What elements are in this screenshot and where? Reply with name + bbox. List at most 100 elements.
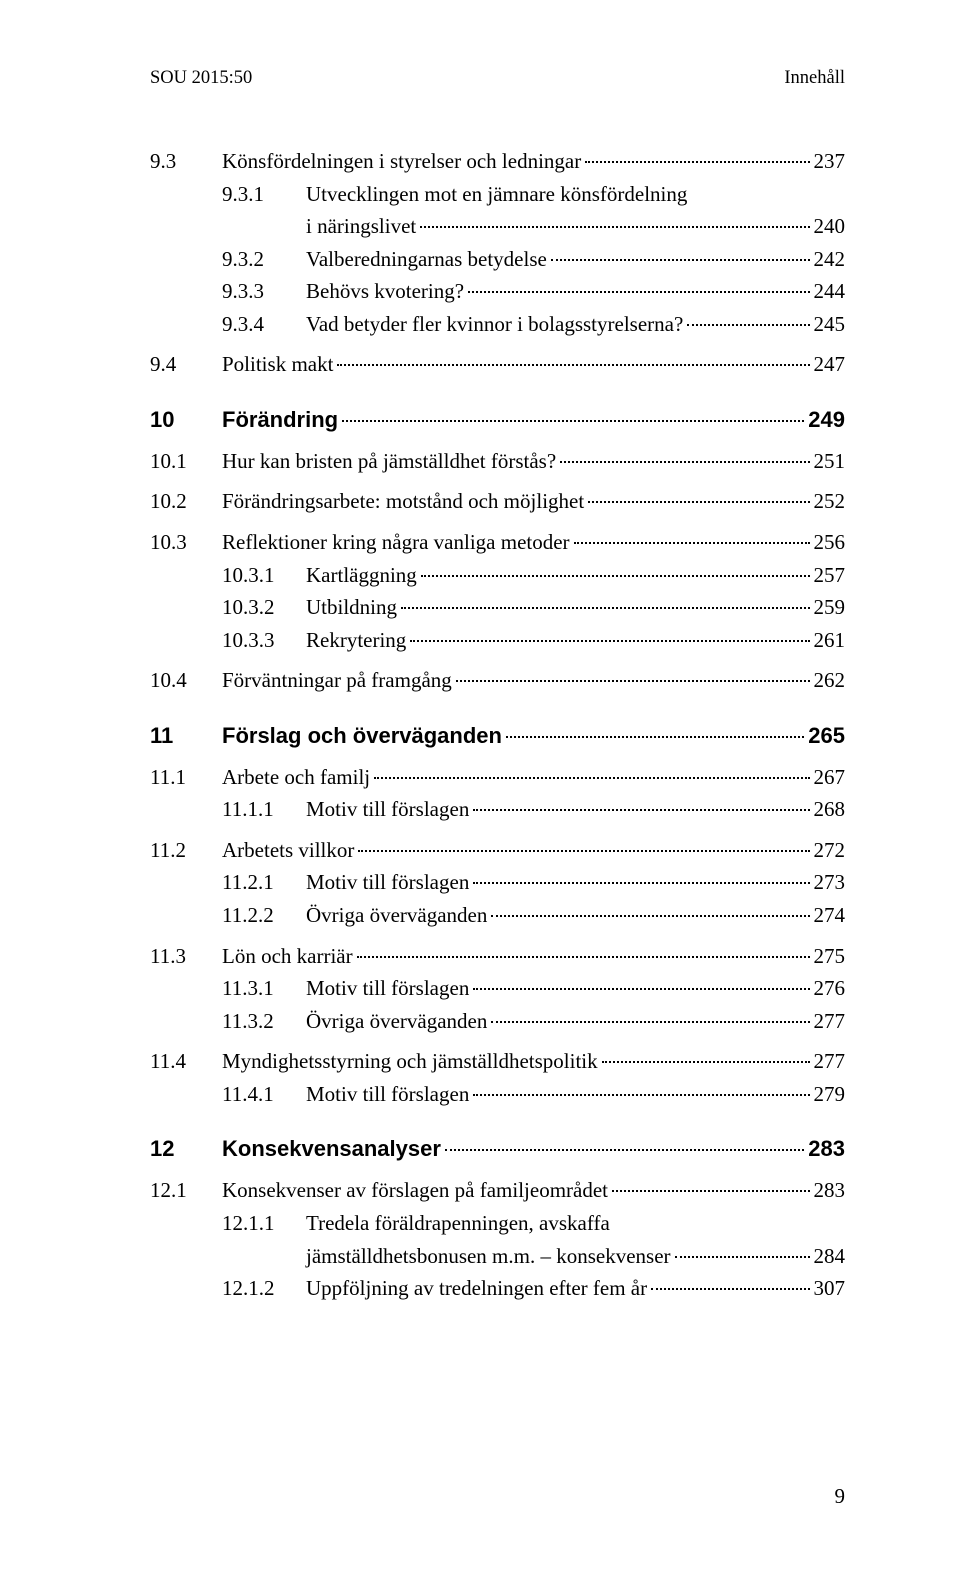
toc-num: 9.4 [150, 348, 222, 381]
toc-text: Politisk makt [222, 348, 333, 381]
toc-text: Könsfördelningen i styrelser och ledning… [222, 145, 581, 178]
toc-entry: 10.3.3Rekrytering 261 [150, 624, 845, 657]
toc-num: 11.3 [150, 940, 222, 973]
toc-entry: 11.3Lön och karriär 275 [150, 940, 845, 973]
toc-dots [357, 956, 810, 958]
toc-num: 9.3.2 [222, 243, 306, 276]
toc-num: 10.3.2 [222, 591, 306, 624]
toc-dots [491, 1021, 809, 1023]
header-left: SOU 2015:50 [150, 68, 252, 89]
toc-entry: 12.1Konsekvenser av förslagen på familje… [150, 1174, 845, 1207]
page-number: 9 [835, 1484, 846, 1509]
toc-dots [445, 1149, 804, 1151]
toc-num: 11.1 [150, 761, 222, 794]
toc-text: Övriga överväganden [306, 1005, 487, 1038]
toc-entry: 9.3Könsfördelningen i styrelser och ledn… [150, 145, 845, 178]
toc-page: 237 [814, 145, 846, 178]
toc-text: Förväntningar på framgång [222, 664, 452, 697]
toc-page: 244 [814, 275, 846, 308]
toc-page: 240 [814, 210, 846, 243]
toc-page: 245 [814, 308, 846, 341]
toc-page: 251 [814, 445, 846, 478]
toc-page: 275 [814, 940, 846, 973]
toc-num: 9.3.4 [222, 308, 306, 341]
toc-entry: 11.3.2Övriga överväganden 277 [150, 1005, 845, 1038]
toc-text: Motiv till förslagen [306, 1078, 469, 1111]
toc-text: Vad betyder fler kvinnor i bolagsstyrels… [306, 308, 683, 341]
toc-entry: 10.1Hur kan bristen på jämställdhet förs… [150, 445, 845, 478]
toc-num: 11.2.1 [222, 866, 306, 899]
toc-dots [410, 640, 809, 642]
toc-entry: 9.4Politisk makt 247 [150, 348, 845, 381]
toc-num: 10.2 [150, 485, 222, 518]
toc-text: Uppföljning av tredelningen efter fem år [306, 1272, 647, 1305]
toc-text: Utvecklingen mot en jämnare könsfördelni… [306, 178, 687, 211]
toc-page: 283 [814, 1174, 846, 1207]
toc-text: jämställdhetsbonusen m.m. – konsekvenser [306, 1240, 671, 1273]
toc-num: 9.3 [150, 145, 222, 178]
toc-text: i näringslivet [306, 210, 416, 243]
toc-text: Rekrytering [306, 624, 406, 657]
toc-text: Motiv till förslagen [306, 866, 469, 899]
toc-text: Konsekvenser av förslagen på familjeområ… [222, 1174, 608, 1207]
toc-entry: 10.3.1Kartläggning 257 [150, 559, 845, 592]
toc-dots [420, 226, 809, 228]
toc-dots [473, 882, 809, 884]
toc-entry: 10.2Förändringsarbete: motstånd och möjl… [150, 485, 845, 518]
toc-text: Utbildning [306, 591, 397, 624]
toc-page: 242 [814, 243, 846, 276]
toc-dots [560, 461, 809, 463]
toc-entry: 12.1.2Uppföljning av tredelningen efter … [150, 1272, 845, 1305]
toc-page: 265 [808, 719, 845, 753]
toc-page: 272 [814, 834, 846, 867]
toc-num: 9.3.3 [222, 275, 306, 308]
toc-entry: 11.4Myndighetsstyrning och jämställdhets… [150, 1045, 845, 1078]
toc-page: 247 [814, 348, 846, 381]
toc-dots [675, 1256, 810, 1258]
toc-text: Hur kan bristen på jämställdhet förstås? [222, 445, 556, 478]
toc-num: 11.3.1 [222, 972, 306, 1005]
toc-entry-cont: jämställdhetsbonusen m.m. – konsekvenser… [150, 1240, 845, 1273]
toc-num: 12.1 [150, 1174, 222, 1207]
toc-num: 10.3.3 [222, 624, 306, 657]
toc-num: 10.1 [150, 445, 222, 478]
toc-page: 307 [814, 1272, 846, 1305]
toc-chapter: 12Konsekvensanalyser 283 [150, 1132, 845, 1166]
toc-entry: 9.3.4Vad betyder fler kvinnor i bolagsst… [150, 308, 845, 341]
toc-entry: 10.3.2Utbildning 259 [150, 591, 845, 624]
toc-entry: 11.1Arbete och familj 267 [150, 761, 845, 794]
toc-text: Myndighetsstyrning och jämställdhetspoli… [222, 1045, 598, 1078]
toc-page: 273 [814, 866, 846, 899]
toc-page: 257 [814, 559, 846, 592]
toc-text: Kartläggning [306, 559, 417, 592]
toc-entry: 11.4.1Motiv till förslagen 279 [150, 1078, 845, 1111]
toc-text: Förslag och överväganden [222, 719, 502, 753]
toc-page: 262 [814, 664, 846, 697]
toc-num: 11 [150, 719, 222, 753]
toc-num: 11.1.1 [222, 793, 306, 826]
toc-text: Reflektioner kring några vanliga metoder [222, 526, 570, 559]
toc-num: 10.3.1 [222, 559, 306, 592]
toc-entry: 11.2Arbetets villkor 272 [150, 834, 845, 867]
toc-entry: 11.2.1Motiv till förslagen 273 [150, 866, 845, 899]
toc-page: 252 [814, 485, 846, 518]
toc-entry: 10.4Förväntningar på framgång 262 [150, 664, 845, 697]
toc-dots [473, 1094, 809, 1096]
toc-num: 12 [150, 1132, 222, 1166]
toc-entry: 11.2.2Övriga överväganden 274 [150, 899, 845, 932]
toc-text: Behövs kvotering? [306, 275, 464, 308]
toc-dots [342, 420, 804, 422]
toc-entry: 9.3.1Utvecklingen mot en jämnare könsför… [150, 178, 845, 211]
toc-num: 10.3 [150, 526, 222, 559]
toc-entry: 9.3.3Behövs kvotering? 244 [150, 275, 845, 308]
toc-num: 9.3.1 [222, 178, 306, 211]
toc-num: 11.4 [150, 1045, 222, 1078]
toc-page: 284 [814, 1240, 846, 1273]
toc-dots [473, 988, 809, 990]
toc-dots [468, 291, 809, 293]
toc-dots [651, 1288, 809, 1290]
toc-page: 268 [814, 793, 846, 826]
toc-page: 276 [814, 972, 846, 1005]
toc-text: Tredela föräldrapenningen, avskaffa [306, 1207, 610, 1240]
toc-dots [473, 809, 809, 811]
